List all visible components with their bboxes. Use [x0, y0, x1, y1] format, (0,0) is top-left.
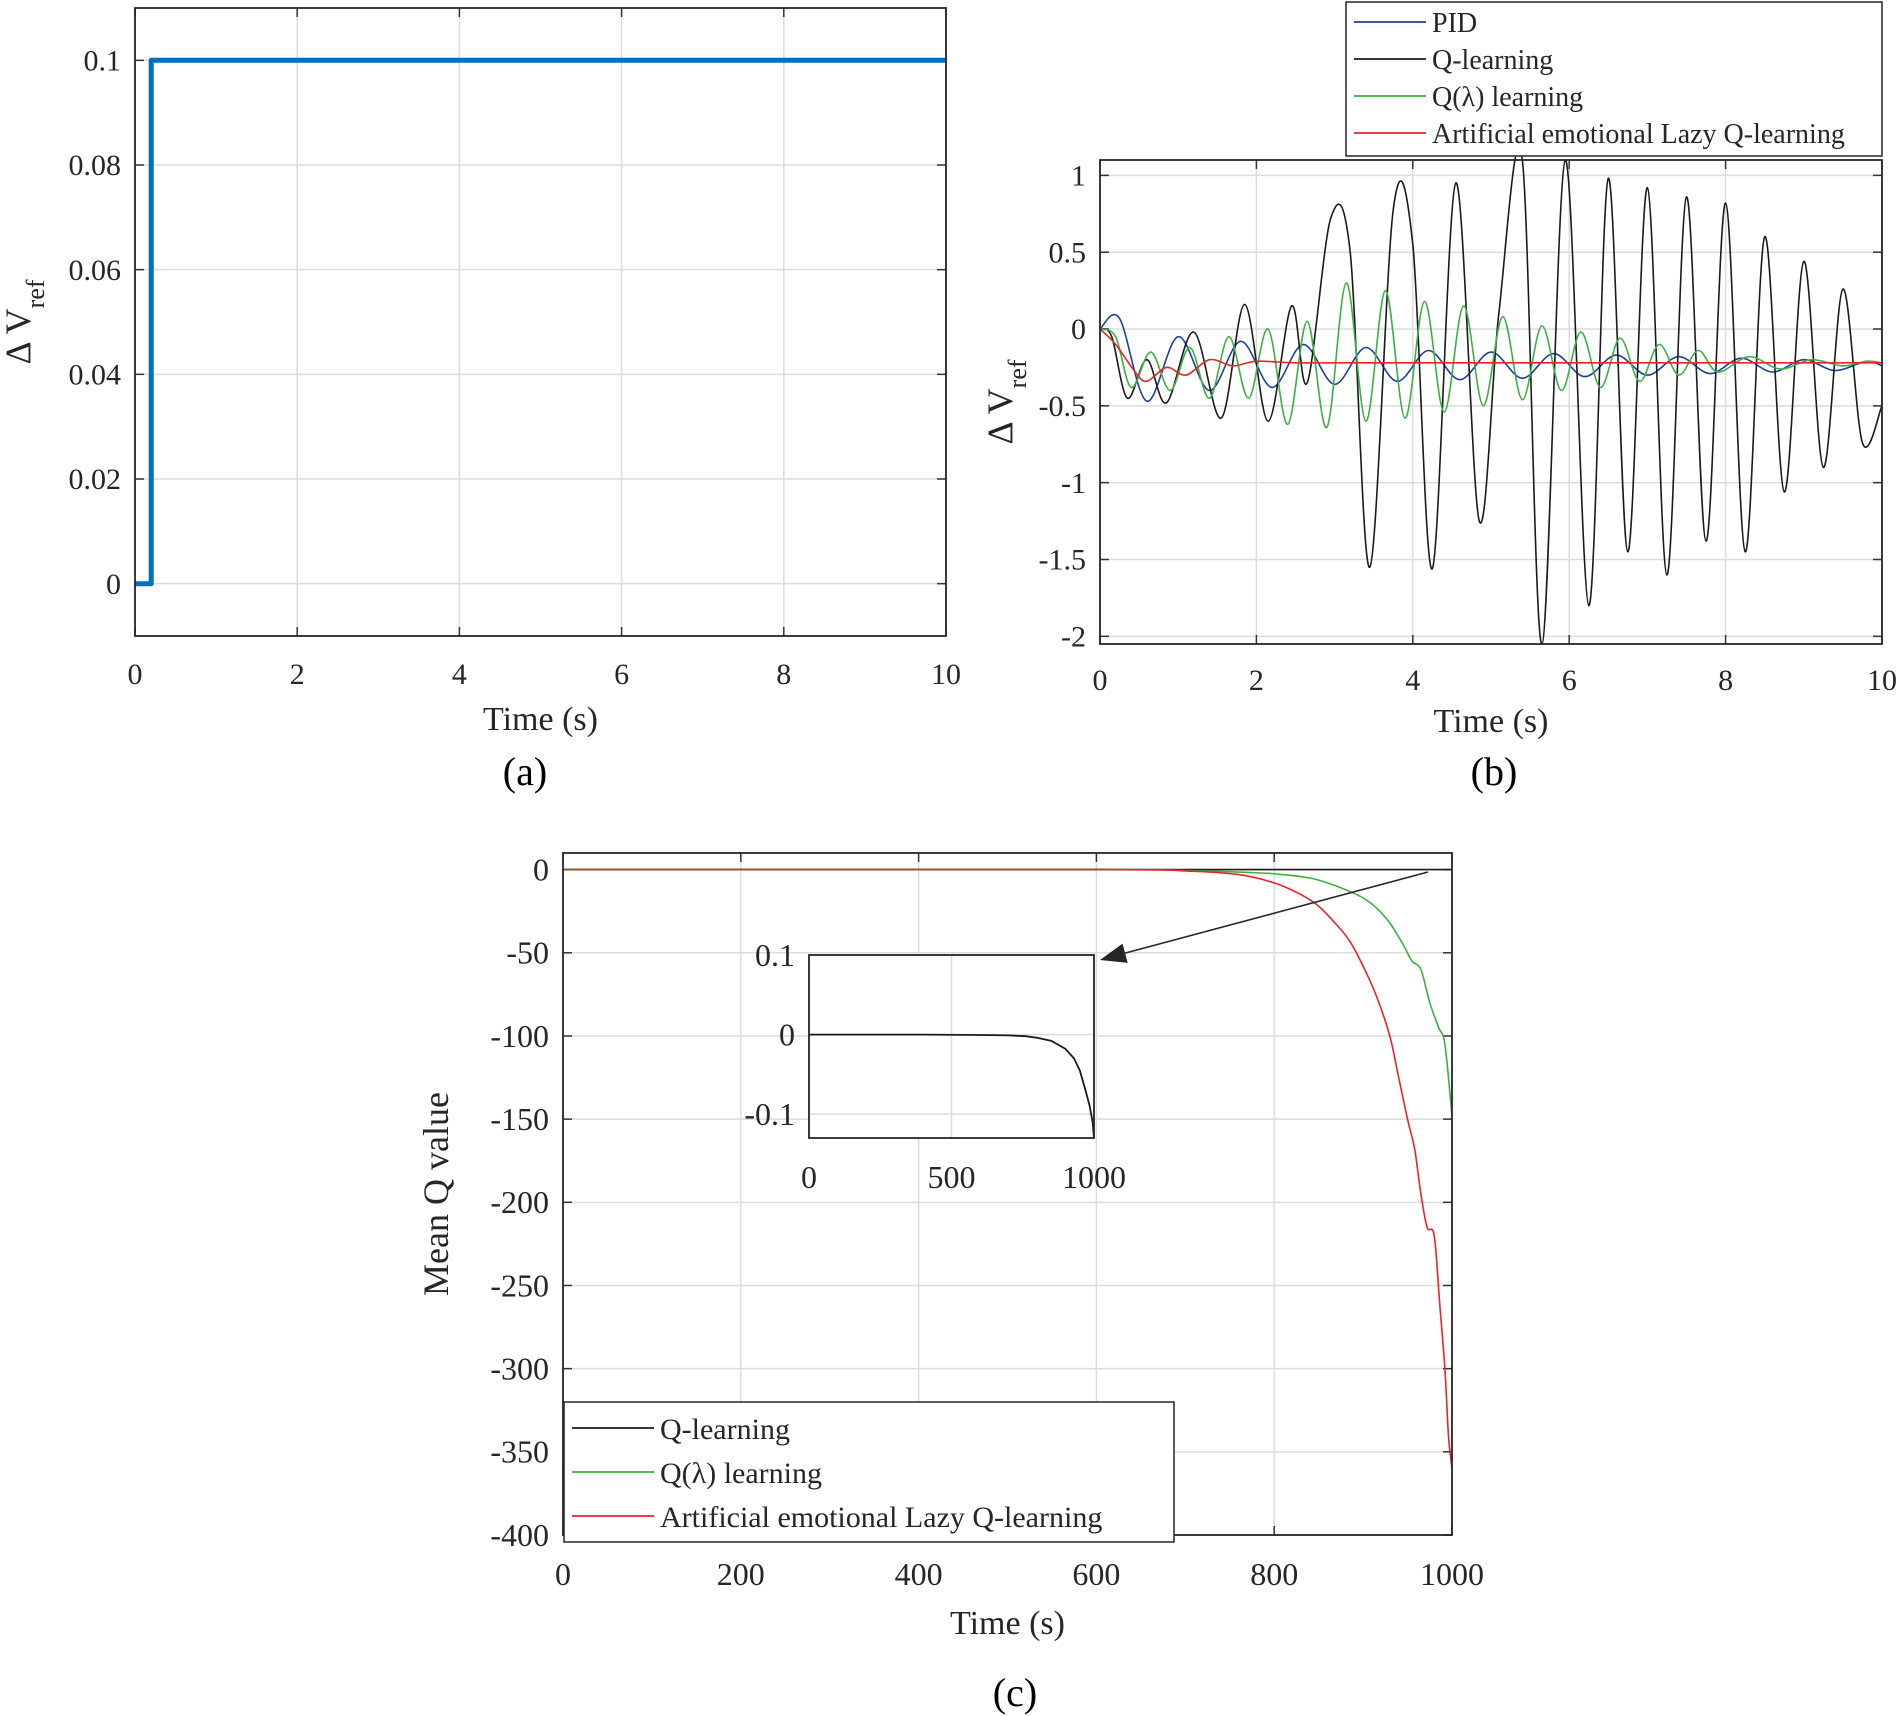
b-series-line	[1099, 328, 1882, 383]
b-series-line	[1099, 313, 1883, 402]
a-x-axis-label: Time (s)	[483, 701, 598, 738]
c-zoom-arrow-line	[1117, 871, 1429, 956]
a-x-tick-label: 0	[128, 658, 143, 691]
c-y-tick-label: -300	[490, 1351, 549, 1387]
c-inset-x-tick-label: 0	[801, 1159, 817, 1195]
c-y-axis-label: Mean Q value	[416, 1092, 456, 1296]
b-series-line	[1099, 282, 1883, 429]
a-series-line	[135, 57, 946, 587]
a-y-tick-label: 0.06	[69, 254, 122, 287]
b-x-tick-label: 6	[1562, 664, 1577, 697]
c-inset-series-line	[809, 1033, 1095, 1139]
b-y-axis-label-sub: ref	[1003, 359, 1032, 388]
chart-panel-c: 0 200 400 600 800 1000 0 -50 -100 -150 -200 -250 -30…	[416, 852, 1484, 1642]
b-y-tick-label: 0.5	[1049, 236, 1087, 269]
c-inset-y-tick-label: 0.1	[755, 937, 795, 973]
b-y-tick-label: -1.5	[1039, 544, 1087, 577]
c-x-tick-label: 0	[555, 1556, 571, 1592]
b-y-axis-label-main: Δ V	[980, 388, 1020, 444]
c-y-tick-label: -150	[490, 1101, 549, 1137]
c-x-tick-label: 1000	[1420, 1556, 1484, 1592]
c-y-tick-label: -400	[490, 1517, 549, 1553]
a-x-tick-label: 4	[452, 658, 467, 691]
b-legend-label: Q-learning	[1432, 45, 1553, 76]
c-y-tick-label: -200	[490, 1184, 549, 1220]
a-plot-area	[135, 8, 946, 636]
c-x-tick-label: 400	[895, 1556, 943, 1592]
c-zoom-arrow-head	[1100, 943, 1128, 963]
c-legend-label: Q(λ) learning	[660, 1457, 822, 1490]
c-series-line	[562, 868, 1453, 1469]
b-y-tick-label: -0.5	[1039, 390, 1087, 423]
a-x-tick-label: 6	[614, 658, 629, 691]
c-y-tick-label: 0	[533, 852, 549, 888]
a-y-tick-label: 0.02	[69, 463, 122, 496]
c-y-tick-label: -350	[490, 1434, 549, 1470]
a-y-axis-label-sub: ref	[21, 279, 50, 308]
a-y-axis-label-main: Δ V	[0, 308, 38, 364]
panel-label-a: (a)	[503, 749, 547, 794]
c-x-tick-label: 200	[717, 1556, 765, 1592]
c-inset-y-tick-label: 0	[779, 1017, 795, 1053]
b-y-tick-label: -1	[1061, 467, 1086, 500]
a-y-tick-label: 0	[106, 568, 121, 601]
chart-panel-b: 0 2 4 6 8 10 1 0.5 0 -0.5 -1 -1.5 -2 Time (s) Δ Vref PI…	[980, 1, 1897, 740]
c-legend-box	[563, 1401, 1175, 1543]
b-series-line	[1099, 147, 1883, 645]
c-inset-x-tick-label: 500	[928, 1159, 976, 1195]
a-axes-frame	[134, 7, 947, 637]
a-x-tick-label: 10	[931, 658, 961, 691]
b-y-tick-label: 1	[1071, 160, 1086, 193]
chart-panel-a: 0 2 4 6 8 10 0 0.02 0.04 0.06 0.08 0.1 Time (s) Δ Vre…	[0, 7, 961, 738]
b-x-tick-label: 2	[1249, 664, 1264, 697]
c-y-tick-label: -50	[506, 935, 549, 971]
c-inset-frame	[808, 954, 1095, 1139]
a-y-tick-label: 0.08	[69, 149, 122, 182]
b-legend: PID Q-learning Q(λ) learning Artificial emo…	[1345, 1, 1883, 157]
b-x-tick-label: 10	[1867, 664, 1897, 697]
c-zoom-arrow	[1100, 871, 1429, 963]
a-y-axis-label: Δ Vref	[0, 279, 50, 364]
b-y-tick-label: -2	[1061, 621, 1086, 654]
c-inset-y-tick-label: -0.1	[744, 1096, 795, 1132]
a-x-tick-label: 2	[290, 658, 305, 691]
b-axes-frame	[1099, 159, 1883, 645]
b-legend-label: Q(λ) learning	[1432, 82, 1583, 113]
c-inset-x-tick-label: 1000	[1062, 1159, 1126, 1195]
c-x-tick-label: 600	[1072, 1556, 1120, 1592]
c-x-tick-label: 800	[1250, 1556, 1298, 1592]
c-x-axis-label: Time (s)	[950, 1605, 1065, 1642]
b-legend-label: Artificial emotional Lazy Q-learning	[1432, 119, 1845, 150]
b-plot-area	[1100, 160, 1882, 644]
c-y-tick-label: -100	[490, 1018, 549, 1054]
b-x-tick-label: 8	[1718, 664, 1733, 697]
b-x-tick-label: 4	[1405, 664, 1420, 697]
b-legend-box	[1345, 1, 1883, 157]
a-y-tick-label: 0.04	[69, 359, 122, 392]
a-y-tick-label: 0.1	[84, 45, 122, 78]
b-x-axis-label: Time (s)	[1434, 703, 1549, 740]
c-y-tick-label: -250	[490, 1267, 549, 1303]
b-x-tick-label: 0	[1093, 664, 1108, 697]
b-legend-label: PID	[1432, 8, 1477, 39]
panel-label-b: (b)	[1471, 749, 1518, 794]
panel-label-c: (c)	[993, 1670, 1037, 1715]
b-y-tick-label: 0	[1071, 313, 1086, 346]
c-legend-label: Q-learning	[660, 1413, 790, 1446]
c-legend-label: Artificial emotional Lazy Q-learning	[660, 1501, 1102, 1534]
b-y-axis-label: Δ Vref	[980, 359, 1032, 444]
c-y-axis-label-main: Mean Q value	[416, 1092, 456, 1296]
c-legend: Q-learning Q(λ) learning Artificial emotio…	[563, 1401, 1175, 1543]
a-x-tick-label: 8	[776, 658, 791, 691]
